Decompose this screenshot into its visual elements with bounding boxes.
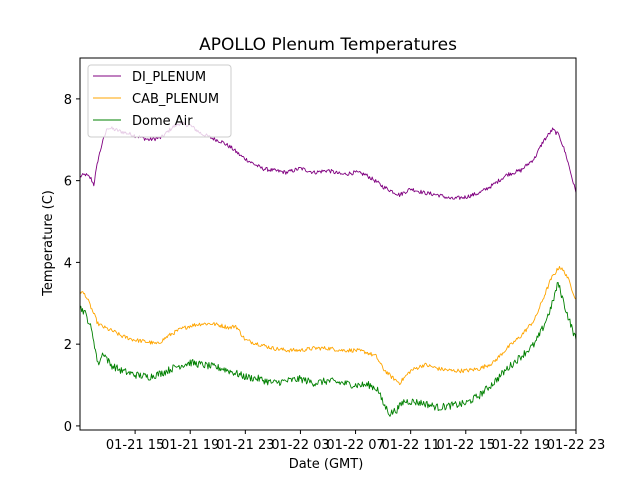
legend-label: Dome Air xyxy=(132,114,193,129)
y-tick-label: 2 xyxy=(64,338,72,353)
series-line-cab-plenum xyxy=(79,265,577,386)
plot-frame xyxy=(79,57,577,431)
y-tick-label: 6 xyxy=(64,175,72,190)
x-tick-label: 01-22 11 xyxy=(381,438,439,453)
legend-label: DI_PLENUM xyxy=(132,70,206,85)
x-tick-label: 01-22 03 xyxy=(271,438,329,453)
legend: DI_PLENUM CAB_PLENUM Dome Air xyxy=(87,64,232,138)
x-axis-label: Date (GMT) xyxy=(289,457,364,472)
x-tick-label: 01-22 07 xyxy=(326,438,384,453)
x-tick-label: 01-21 19 xyxy=(161,438,219,453)
chart-title: APOLLO Plenum Temperatures xyxy=(199,35,457,55)
y-tick-label: 0 xyxy=(64,420,72,435)
x-tick-label: 01-22 23 xyxy=(547,438,605,453)
x-tick-label: 01-21 15 xyxy=(106,438,164,453)
x-tick-label: 01-21 23 xyxy=(216,438,274,453)
y-tick-label: 4 xyxy=(64,256,72,271)
y-axis-label: Temperature (C) xyxy=(41,190,56,297)
y-tick-label: 8 xyxy=(64,93,72,108)
x-tick-label: 01-22 19 xyxy=(492,438,550,453)
legend-label: CAB_PLENUM xyxy=(132,92,219,107)
series-line-dome-air xyxy=(79,282,577,417)
x-tick-label: 01-22 15 xyxy=(437,438,495,453)
legend-box xyxy=(87,64,232,138)
